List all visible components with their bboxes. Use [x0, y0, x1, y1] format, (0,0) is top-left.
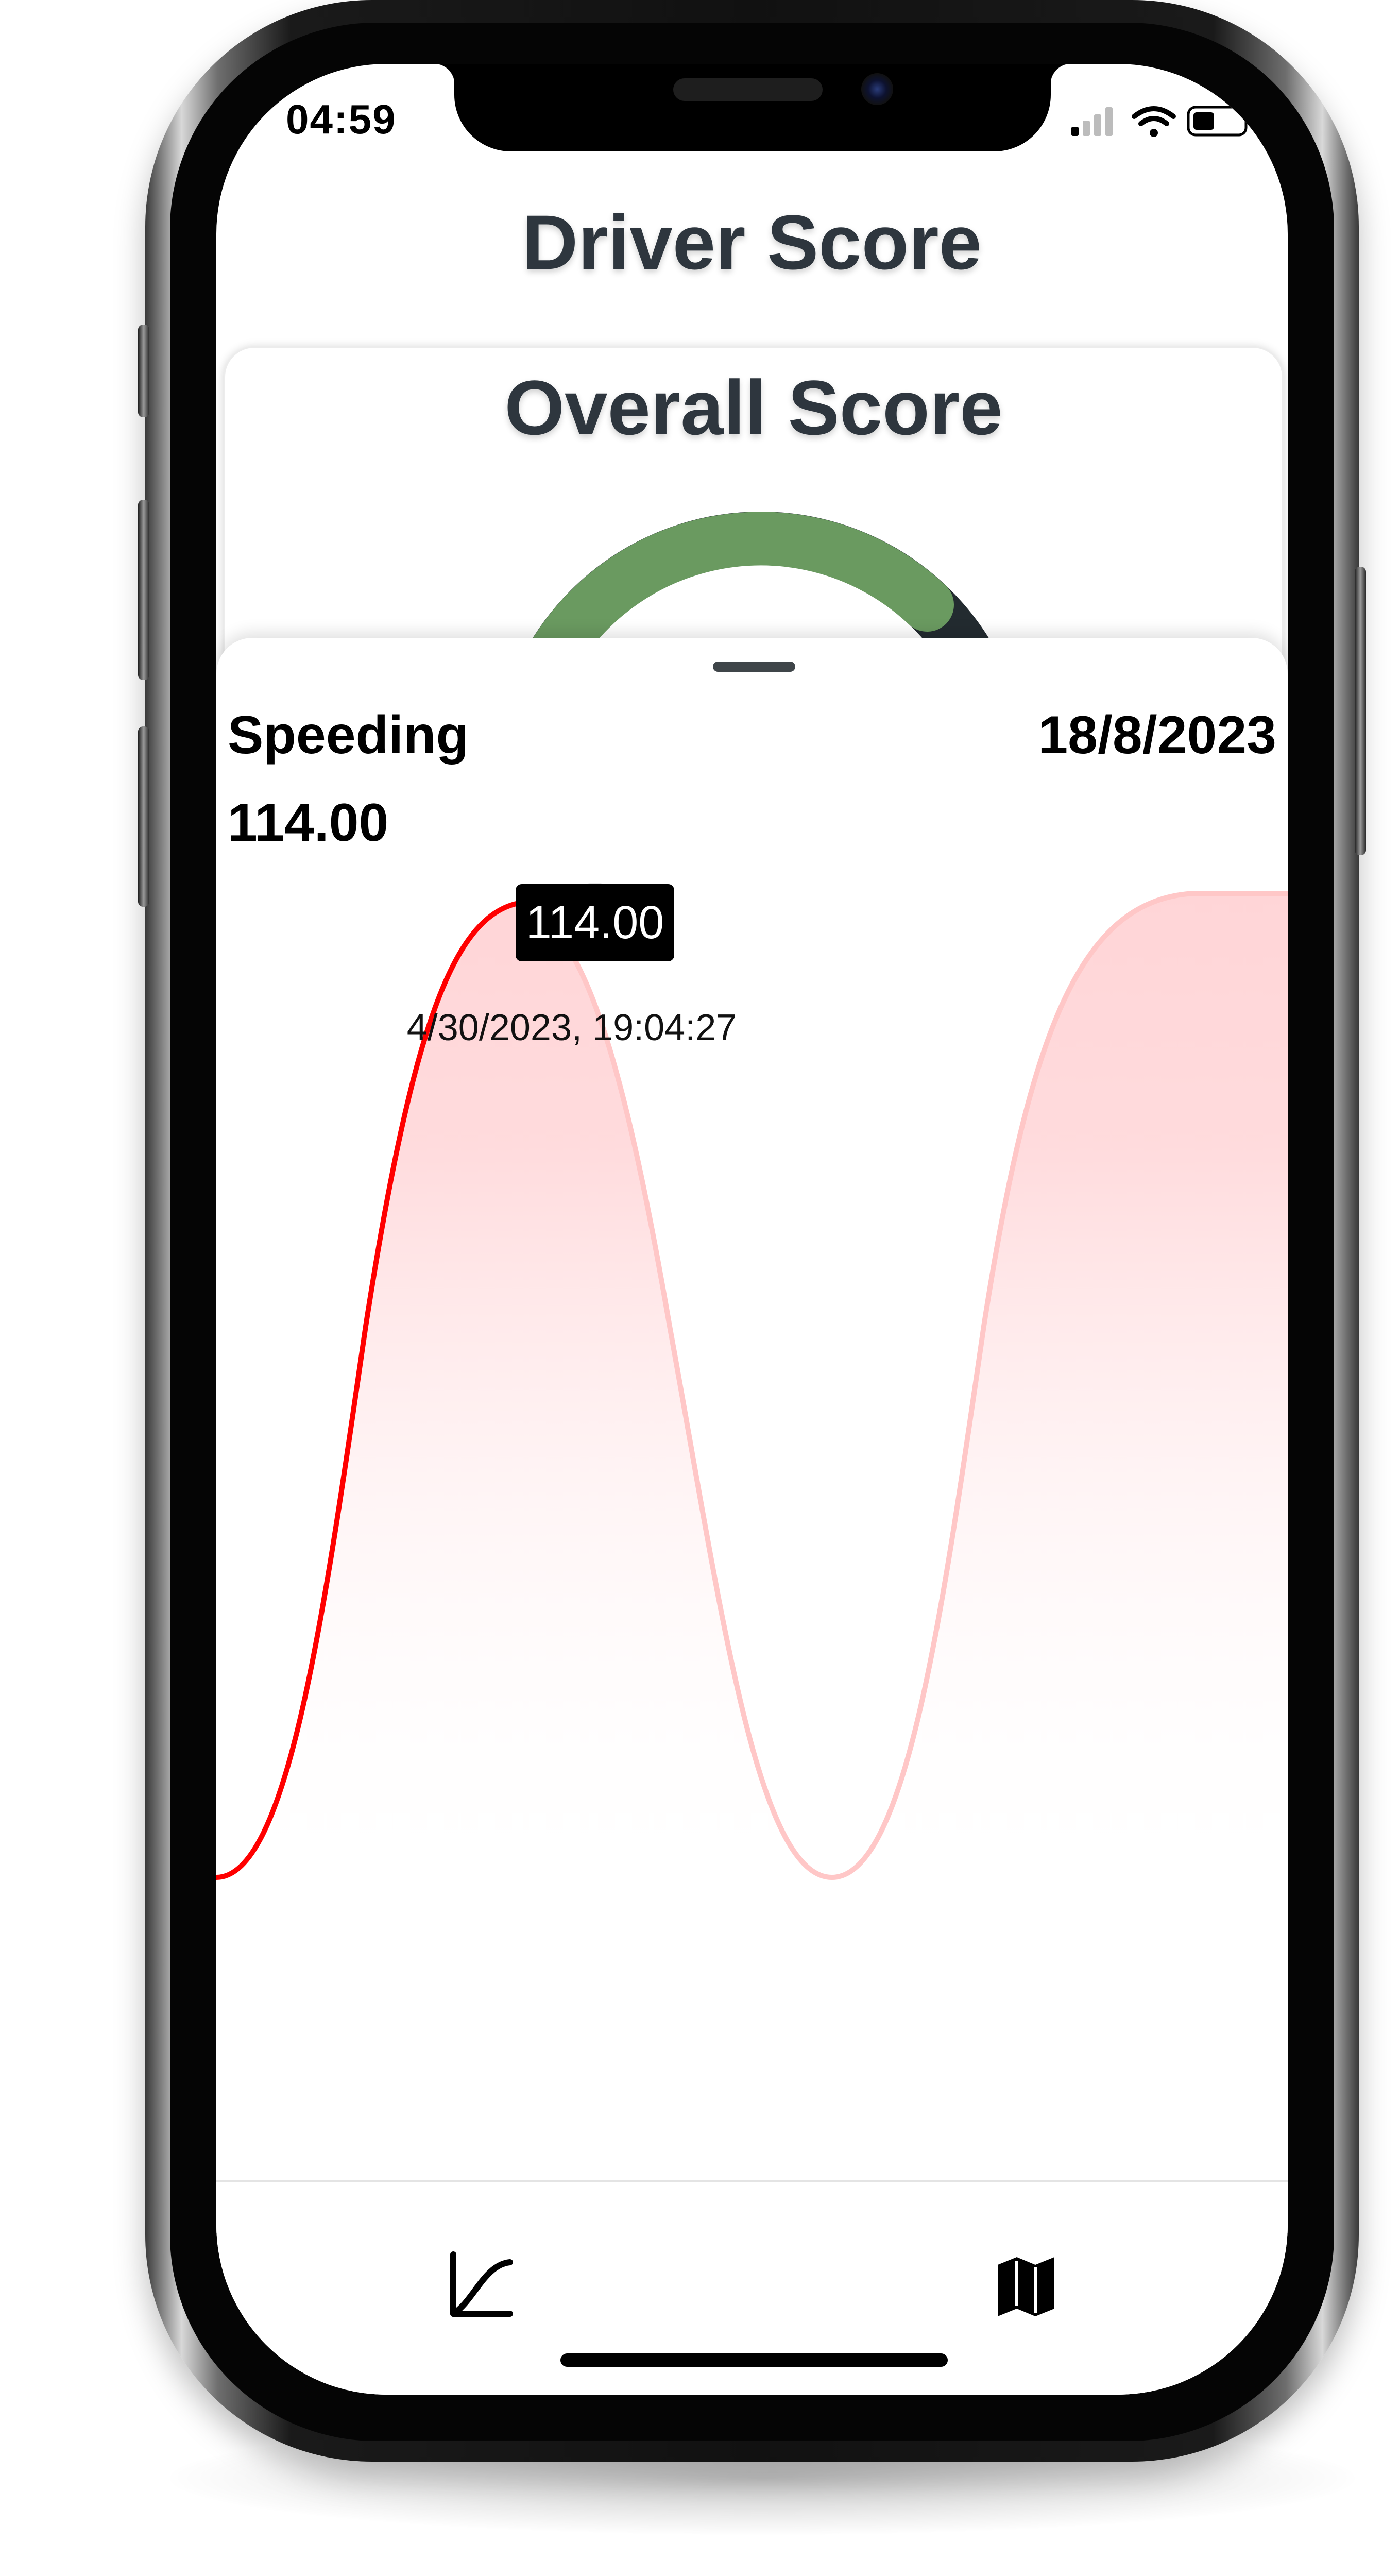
volume-up-button [138, 500, 149, 680]
metric-label: Speeding [228, 705, 469, 765]
chart-tooltip-timestamp: 4/30/2023, 19:04:27 [406, 1007, 737, 1048]
status-icons [1071, 101, 1257, 145]
notch [434, 64, 1071, 151]
metric-date: 18/8/2023 [1038, 705, 1276, 765]
earpiece-speaker [673, 78, 823, 101]
cellular-signal-icon [1071, 107, 1113, 136]
front-camera [861, 73, 893, 105]
page-title: Driver Score [522, 199, 982, 285]
power-button [1355, 567, 1366, 855]
sheet-drag-handle[interactable] [713, 662, 795, 672]
chart-line-active [216, 901, 517, 1880]
chart-tooltip-value: 114.00 [516, 884, 674, 961]
status-time: 04:59 [286, 96, 397, 142]
battery-icon [1187, 106, 1251, 137]
line-chart-icon [450, 2251, 513, 2317]
mute-switch [138, 325, 149, 417]
tab-chart[interactable] [438, 2244, 520, 2327]
phone-screen: 04:59 Driver Score Overall Score [216, 64, 1288, 2395]
speeding-chart[interactable] [216, 638, 1288, 2132]
metric-value: 114.00 [228, 793, 389, 853]
map-icon [998, 2257, 1054, 2316]
tab-map[interactable] [985, 2244, 1067, 2327]
chart-line-faded [515, 891, 1288, 1880]
volume-down-button [138, 726, 149, 907]
home-indicator[interactable] [560, 2353, 948, 2367]
wifi-icon [1132, 106, 1176, 137]
score-card-title: Overall Score [504, 364, 1003, 451]
